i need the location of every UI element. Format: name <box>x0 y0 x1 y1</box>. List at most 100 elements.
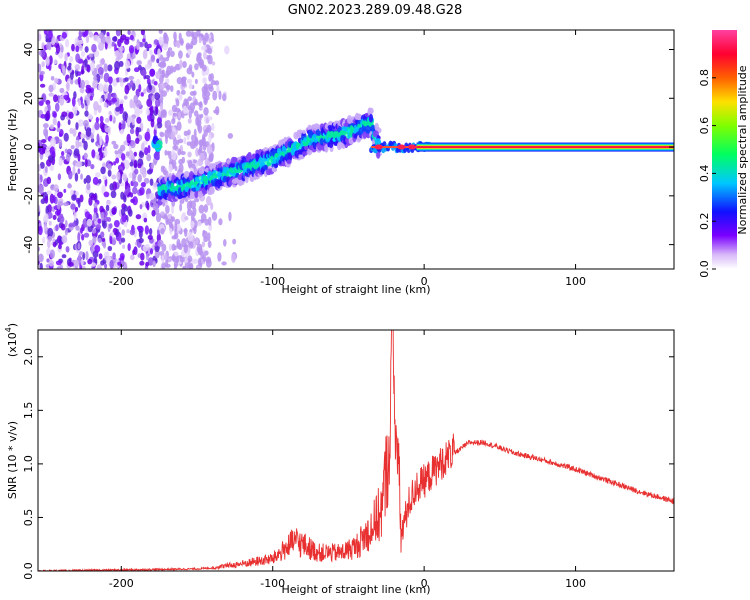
noise-blob <box>119 144 126 152</box>
noise-blob <box>161 261 166 269</box>
noise-blob <box>155 104 159 115</box>
noise-blob <box>48 260 54 267</box>
noise-blob <box>183 243 188 254</box>
noise-blob <box>132 249 136 256</box>
carrier-line <box>371 142 674 152</box>
noise-blob <box>115 106 121 112</box>
noise-blob <box>231 253 236 263</box>
noise-blob <box>150 54 156 63</box>
noise-blob <box>159 102 164 112</box>
noise-blob <box>145 261 150 267</box>
noise-blob <box>121 153 126 161</box>
noise-blob <box>146 193 151 200</box>
noise-blob <box>198 58 205 69</box>
noise-blob <box>192 31 199 40</box>
x-tick-label: -200 <box>109 577 134 590</box>
noise-blob <box>80 227 83 234</box>
noise-blob <box>77 232 81 242</box>
noise-blob <box>193 137 199 147</box>
noise-blob <box>140 92 144 97</box>
noise-blob <box>180 37 184 46</box>
noise-blob <box>48 30 53 40</box>
noise-blob <box>174 41 181 47</box>
noise-blob <box>176 121 182 131</box>
noise-blob <box>84 46 89 53</box>
noise-blob <box>153 81 158 86</box>
noise-blob <box>204 157 210 167</box>
noise-blob <box>44 165 48 174</box>
noise-blob <box>160 211 165 216</box>
noise-blob <box>70 145 75 150</box>
noise-blob <box>76 160 83 168</box>
noise-blob <box>163 32 168 39</box>
noise-blob <box>182 105 188 115</box>
noise-blob <box>54 77 59 84</box>
noise-blob <box>171 243 176 251</box>
noise-blob <box>49 146 55 157</box>
noise-blob <box>48 92 54 97</box>
noise-blob <box>87 258 93 265</box>
noise-blob <box>75 53 81 63</box>
noise-blob <box>170 216 174 223</box>
noise-blob <box>100 231 105 238</box>
noise-blob <box>121 229 125 236</box>
noise-blob <box>168 109 173 116</box>
noise-blob <box>74 172 79 182</box>
noise-blob <box>46 159 52 167</box>
noise-blob <box>179 59 183 69</box>
noise-blob <box>199 113 204 119</box>
noise-blob <box>142 49 148 60</box>
noise-blob <box>55 224 59 232</box>
noise-blob <box>52 117 57 126</box>
noise-blob <box>68 170 73 180</box>
noise-blob <box>133 67 140 73</box>
noise-blob <box>144 131 151 142</box>
noise-blob <box>129 161 134 167</box>
noise-blob <box>143 177 150 184</box>
noise-blob <box>48 84 54 93</box>
noise-blob <box>118 236 123 245</box>
noise-blob <box>70 78 74 85</box>
noise-blob <box>61 254 67 259</box>
noise-blob <box>38 163 41 173</box>
noise-blob <box>164 213 168 219</box>
noise-blob <box>63 94 70 100</box>
noise-blob <box>173 251 179 257</box>
noise-blob <box>58 243 62 250</box>
noise-blob <box>205 195 212 206</box>
noise-blob <box>129 80 134 88</box>
noise-blob <box>75 225 80 231</box>
noise-blob <box>140 181 147 188</box>
snr-exponent-base: (x10 <box>6 332 19 357</box>
noise-blob <box>41 93 47 103</box>
noise-blob <box>118 77 124 83</box>
noise-blob <box>79 194 84 203</box>
noise-blob <box>156 121 163 129</box>
noise-blob <box>197 246 203 256</box>
noise-blob <box>115 30 121 37</box>
noise-blob <box>90 163 95 170</box>
noise-blob <box>108 76 113 84</box>
noise-blob <box>38 253 44 263</box>
noise-blob <box>172 145 178 151</box>
noise-blob <box>86 218 93 227</box>
spectrogram-xlabel: Height of straight line (km) <box>281 283 430 296</box>
noise-blob <box>103 72 110 83</box>
noise-blob <box>103 216 109 223</box>
noise-blob <box>52 195 56 204</box>
noise-blob <box>96 154 100 160</box>
noise-blob <box>69 127 74 134</box>
noise-blob <box>45 56 50 67</box>
noise-blob <box>70 189 74 197</box>
noise-blob <box>106 31 110 37</box>
noise-blob <box>45 110 51 121</box>
noise-blob <box>141 168 147 179</box>
ridge-blob <box>346 115 353 124</box>
noise-blob <box>122 111 128 122</box>
noise-blob <box>210 202 214 211</box>
y-tick-label: -40 <box>22 236 35 254</box>
colorbar: 0.0 0.2 0.4 0.6 0.8 Normalized spectral ampl… <box>698 30 749 278</box>
noise-blob <box>95 172 101 178</box>
noise-blob <box>200 213 207 222</box>
noise-blob <box>81 233 85 241</box>
